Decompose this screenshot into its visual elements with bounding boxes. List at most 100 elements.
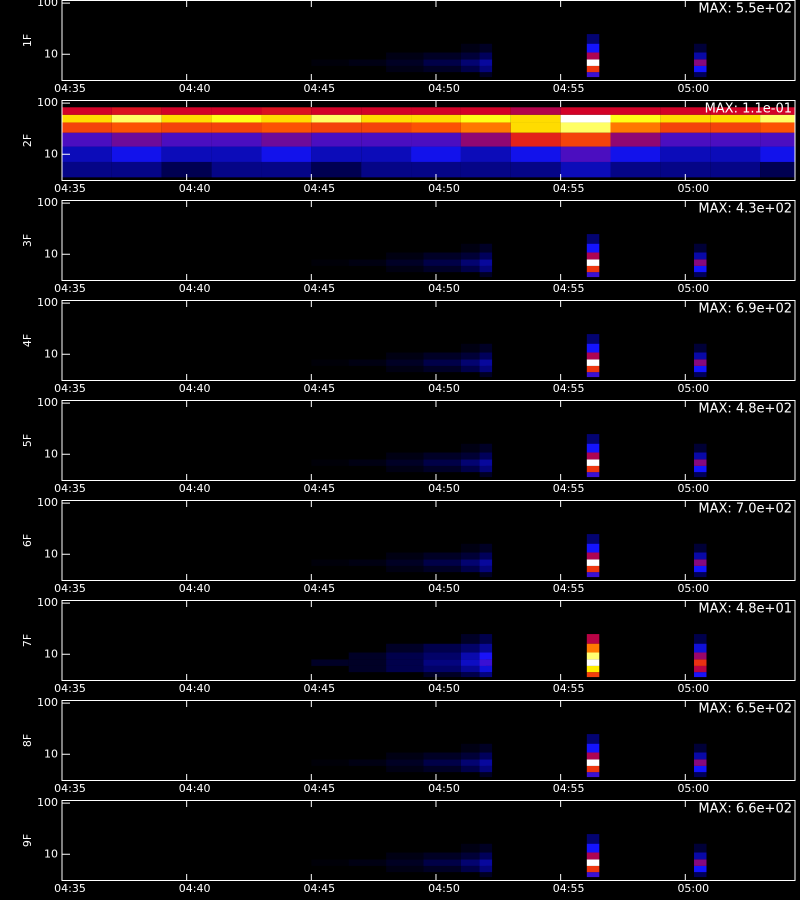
x-tick-label: 04:40 [179, 382, 211, 395]
heat-cell [586, 665, 600, 673]
heat-cell [386, 834, 424, 844]
heat-cell [311, 65, 349, 73]
x-tick-label: 04:35 [54, 82, 86, 95]
heat-cell [423, 359, 461, 366]
x-tick-label: 04:50 [428, 582, 460, 595]
heat-cell [510, 132, 561, 147]
heat-cell [479, 472, 493, 478]
heat-cell [423, 834, 461, 844]
cells [311, 734, 707, 778]
heat-cell [510, 107, 561, 115]
heat-cell [311, 852, 349, 860]
cells [62, 107, 795, 178]
y-axis-label: 5F [21, 434, 34, 447]
heat-cell [586, 872, 600, 878]
y-axis-label: 7F [21, 634, 34, 647]
heat-cell [411, 161, 461, 178]
x-tick-label: 05:00 [677, 882, 709, 895]
heat-cell [694, 734, 707, 744]
heat-cell [311, 365, 349, 373]
heat-cell [460, 52, 486, 60]
heat-cell [423, 659, 461, 666]
heat-cell [348, 634, 387, 644]
heat-cell [311, 772, 349, 778]
heat-cell [386, 843, 424, 853]
heat-cell [479, 652, 493, 660]
heat-cell [460, 234, 486, 244]
heat-cell [386, 443, 424, 453]
heat-cell [111, 114, 162, 123]
heat-cell [694, 334, 707, 344]
heat-cell [311, 672, 349, 678]
heat-cell [348, 434, 387, 444]
heat-cell [411, 107, 461, 115]
heat-cell [261, 146, 312, 162]
heat-cell [586, 765, 600, 773]
heat-cell [479, 265, 493, 273]
heat-cell [479, 372, 493, 378]
heat-cell [311, 452, 349, 460]
heat-cell [479, 72, 493, 78]
heat-cell [211, 132, 262, 147]
heat-cell [460, 543, 486, 553]
y-axis-label: 6F [21, 534, 34, 547]
heat-cell [423, 334, 461, 344]
heat-cell [479, 865, 493, 873]
heat-cell [460, 659, 486, 666]
heat-cell [479, 343, 493, 353]
heat-cell [460, 372, 486, 378]
heat-cell [348, 743, 387, 753]
y-axis-label: 1F [21, 34, 34, 47]
plot-frame [61, 600, 796, 681]
heat-cell [479, 543, 493, 553]
x-tick-label: 04:45 [303, 82, 335, 95]
heat-cell [586, 634, 600, 644]
heat-cell [261, 114, 312, 123]
heat-cell [479, 452, 493, 460]
heat-cell [560, 161, 611, 178]
x-tick-label: 04:50 [428, 182, 460, 195]
heat-cell [560, 114, 611, 123]
heat-cell [311, 434, 349, 444]
heat-cell [111, 122, 162, 133]
heat-cell [479, 634, 493, 644]
max-annotation: MAX: 1.1e-01 [705, 102, 792, 117]
heat-cell [586, 234, 600, 244]
heat-cell [348, 452, 387, 460]
y-axis-label: 4F [21, 334, 34, 347]
heat-cell [311, 52, 349, 60]
cells [311, 334, 707, 378]
y-tick-label: 100 [37, 796, 58, 809]
heat-cell [760, 122, 795, 133]
heat-cell [423, 265, 461, 273]
heat-cell [479, 552, 493, 560]
heat-cell [460, 852, 486, 860]
heat-cell [311, 252, 349, 260]
x-tick-label: 04:45 [303, 282, 335, 295]
heat-cell [660, 161, 711, 178]
heat-cell [411, 146, 461, 162]
heat-cell [423, 734, 461, 744]
x-tick-label: 04:45 [303, 182, 335, 195]
heat-cell [348, 34, 387, 44]
heat-cell [460, 359, 486, 366]
heat-cell [411, 132, 461, 147]
x-tick-label: 04:55 [553, 82, 585, 95]
heat-cell [460, 343, 486, 353]
heat-cell [386, 634, 424, 644]
heat-cell [479, 834, 493, 844]
heat-cell [586, 459, 600, 466]
y-tick-label: 100 [37, 296, 58, 309]
heat-cell [386, 643, 424, 653]
heat-cell [460, 452, 486, 460]
heat-cell [211, 122, 262, 133]
heat-cell [386, 572, 424, 578]
heat-cell [479, 459, 493, 466]
y-tick-label: 10 [44, 147, 58, 160]
heat-cell [460, 772, 486, 778]
x-tick-label: 04:40 [179, 582, 211, 595]
heat-cell [423, 543, 461, 553]
heat-cell [460, 265, 486, 273]
heat-cell [386, 465, 424, 473]
heat-cell [586, 372, 600, 378]
